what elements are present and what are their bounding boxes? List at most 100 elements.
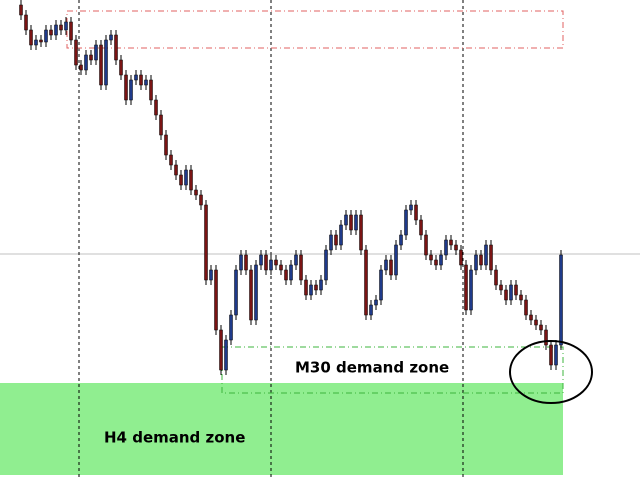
candle-body xyxy=(99,44,103,86)
candle-body xyxy=(274,259,278,266)
candle-body xyxy=(384,259,388,271)
candle-body xyxy=(94,44,98,61)
candle-body xyxy=(544,329,548,346)
candle-body xyxy=(179,174,183,186)
candle-body xyxy=(394,244,398,276)
candle-body xyxy=(139,74,143,86)
h4-zone xyxy=(0,383,563,475)
candle-body xyxy=(134,74,138,81)
candle-body xyxy=(559,254,563,346)
candle-body xyxy=(514,284,518,296)
candle-body xyxy=(264,254,268,271)
candle-body xyxy=(279,264,283,271)
supply-zone xyxy=(66,10,564,49)
candle-body xyxy=(109,34,113,41)
candle-body xyxy=(24,14,28,31)
candle-body xyxy=(229,314,233,341)
candle-body xyxy=(269,259,273,271)
candle-body xyxy=(214,269,218,331)
candle-body xyxy=(234,269,238,316)
candle-body xyxy=(389,259,393,276)
candle-body xyxy=(534,319,538,326)
candle-body xyxy=(89,54,93,61)
candle-body xyxy=(124,74,128,101)
candle-body xyxy=(554,344,558,366)
candles xyxy=(19,0,563,375)
candle-body xyxy=(374,299,378,306)
candle-body xyxy=(409,204,413,211)
candle-body xyxy=(39,39,43,43)
candle-body xyxy=(199,194,203,206)
candle-body xyxy=(159,114,163,136)
candle-body xyxy=(399,234,403,246)
candle-body xyxy=(419,219,423,236)
candle-body xyxy=(19,4,23,16)
candle-body xyxy=(104,39,108,86)
candle-body xyxy=(64,21,68,31)
candle-body xyxy=(154,99,158,116)
candle-body xyxy=(169,154,173,166)
candle-body xyxy=(459,249,463,266)
candle-body xyxy=(164,134,168,156)
candle-body xyxy=(434,259,438,266)
candle-body xyxy=(239,254,243,271)
candle-body xyxy=(519,294,523,301)
candle-body xyxy=(429,254,433,261)
candle-body xyxy=(449,239,453,246)
candle-body xyxy=(324,249,328,281)
candle-body xyxy=(194,189,198,196)
candle-body xyxy=(339,224,343,246)
candle-body xyxy=(539,324,543,331)
candle-body xyxy=(474,254,478,271)
candle-body xyxy=(504,289,508,301)
candle-body xyxy=(529,314,533,321)
candle-body xyxy=(244,254,248,271)
candle-body xyxy=(209,269,213,281)
candle-body xyxy=(74,39,78,66)
candle-body xyxy=(314,284,318,291)
m30-label: M30 demand zone xyxy=(295,359,449,377)
candle-body xyxy=(329,234,333,251)
candle-body xyxy=(189,169,193,191)
candle-body xyxy=(494,269,498,286)
candle-body xyxy=(414,204,418,221)
candle-body xyxy=(524,299,528,316)
highlight-circle xyxy=(509,340,593,404)
candle-body xyxy=(49,29,53,36)
candle-body xyxy=(454,244,458,251)
candle-body xyxy=(369,304,373,316)
candle-body xyxy=(364,249,368,316)
candle-body xyxy=(119,59,123,76)
candle-body xyxy=(129,79,133,101)
candle-body xyxy=(489,244,493,271)
candle-body xyxy=(59,24,63,31)
candle-body xyxy=(174,164,178,176)
candle-body xyxy=(29,29,33,46)
candle-body xyxy=(54,24,58,36)
candle-body xyxy=(149,79,153,101)
h4-label: H4 demand zone xyxy=(104,429,245,447)
candle-body xyxy=(479,254,483,266)
candle-body xyxy=(84,54,88,71)
candle-body xyxy=(499,284,503,291)
candle-body xyxy=(249,269,253,321)
candle-body xyxy=(254,264,258,321)
candle-body xyxy=(359,214,363,251)
candle-body xyxy=(284,269,288,281)
candle-body xyxy=(204,204,208,281)
candle-body xyxy=(289,264,293,281)
candle-body xyxy=(309,284,313,296)
candle-body xyxy=(509,284,513,301)
candle-body xyxy=(79,64,83,71)
candle-body xyxy=(484,244,488,266)
candle-body xyxy=(469,269,473,311)
candle-body xyxy=(34,39,38,46)
candle-body xyxy=(304,279,308,296)
candle-body xyxy=(549,344,553,366)
candle-body xyxy=(424,234,428,256)
candle-body xyxy=(464,264,468,311)
candle-body xyxy=(259,254,263,266)
candle-body xyxy=(294,254,298,266)
